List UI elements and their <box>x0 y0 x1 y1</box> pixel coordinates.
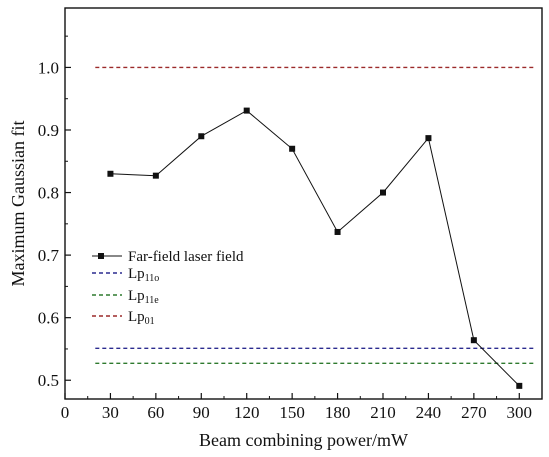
legend-item-lp11e: Lp11e <box>92 288 159 306</box>
legend-label-far-field: Far-field laser field <box>128 249 244 265</box>
reference-lines <box>95 66 535 364</box>
x-tick-label-240: 240 <box>416 403 442 422</box>
legend-label-lp11o-main: Lp <box>128 266 145 282</box>
data-point-120 <box>243 107 250 114</box>
legend-label-lp01-main: Lp <box>128 309 145 325</box>
legend-label-lp01-sub: 01 <box>145 316 155 327</box>
y-tick-label-1: 0.6 <box>38 309 59 328</box>
data-point-240 <box>425 135 432 142</box>
legend-item-lp11o: Lp11o <box>92 266 159 284</box>
data-point-30 <box>107 170 114 177</box>
legend-label-lp11e: Lp11e <box>128 288 159 306</box>
y-tick-label-4: 0.9 <box>38 121 59 140</box>
data-point-270 <box>470 337 477 344</box>
legend-item-far-field: Far-field laser field <box>92 249 244 265</box>
y-tick-label-5: 1.0 <box>38 58 59 77</box>
data-point-60 <box>152 172 159 179</box>
x-tick-label-180: 180 <box>325 403 351 422</box>
data-point-180 <box>334 228 341 235</box>
x-tick-label-120: 120 <box>234 403 260 422</box>
legend-label-lp01: Lp01 <box>128 309 155 327</box>
x-tick-label-60: 60 <box>147 403 164 422</box>
legend-label-lp11o: Lp11o <box>128 266 159 284</box>
data-point-90 <box>198 133 205 140</box>
legend-label-lp11e-sub: 11e <box>145 295 160 306</box>
legend-label-lp11o-sub: 11o <box>145 273 160 284</box>
x-tick-label-300: 300 <box>507 403 533 422</box>
x-tick-label-30: 30 <box>102 403 119 422</box>
y-tick-label-0: 0.5 <box>38 371 59 390</box>
x-tick-label-0: 0 <box>61 403 70 422</box>
series-line-far-field <box>110 109 520 387</box>
x-tick-label-270: 270 <box>461 403 487 422</box>
legend-item-lp01: Lp01 <box>92 309 155 327</box>
y-tick-label-3: 0.8 <box>38 184 59 203</box>
x-tick-label-150: 150 <box>279 403 305 422</box>
axis-ticks: 0 30 60 90 120 150 180 210 240 270 300 0.5 0.6 0.7 0.8… <box>38 35 533 422</box>
plot-area <box>64 7 543 400</box>
y-axis-title: Maximum Gaussian fit <box>8 121 28 287</box>
x-tick-label-90: 90 <box>193 403 210 422</box>
x-tick-label-210: 210 <box>370 403 396 422</box>
y-tick-label-2: 0.7 <box>38 246 60 265</box>
data-point-300 <box>516 382 523 389</box>
data-point-150 <box>289 145 296 152</box>
legend: Far-field laser field Lp11o Lp11e Lp01 <box>92 249 244 327</box>
x-axis-title: Beam combining power/mW <box>199 430 408 450</box>
data-point-210 <box>380 189 386 196</box>
legend-label-lp11e-main: Lp <box>128 288 145 304</box>
data-series <box>107 107 523 389</box>
